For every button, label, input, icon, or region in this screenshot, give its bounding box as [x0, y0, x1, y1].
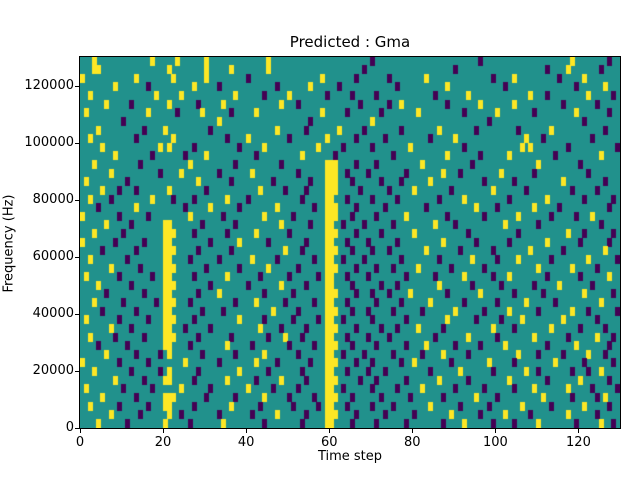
x-tick-label: 100 — [482, 435, 508, 450]
y-tick-mark — [75, 142, 79, 144]
x-tick-label: 20 — [154, 435, 172, 450]
y-tick-mark — [75, 370, 79, 372]
x-tick-label: 60 — [320, 435, 338, 450]
y-tick-label: 40000 — [32, 305, 74, 321]
y-tick-mark — [75, 428, 79, 429]
plot-area — [79, 56, 621, 429]
y-tick-label: 20000 — [32, 362, 74, 378]
x-tick-mark — [163, 429, 165, 433]
y-tick-mark — [75, 256, 79, 258]
x-tick-mark — [412, 429, 414, 433]
x-tick-label: 0 — [75, 435, 85, 450]
x-tick-mark — [578, 429, 580, 433]
y-tick-label: 120000 — [24, 77, 74, 93]
x-axis-label: Time step — [317, 449, 383, 464]
y-axis-label: Frequency (Hz) — [1, 194, 17, 293]
x-tick-mark — [495, 429, 497, 433]
y-tick-label: 100000 — [24, 134, 74, 150]
y-tick-label: 80000 — [32, 191, 74, 207]
heatmap-plot — [80, 57, 620, 428]
x-tick-label: 120 — [566, 435, 591, 450]
x-tick-mark — [246, 429, 248, 433]
x-tick-label: 80 — [404, 435, 421, 450]
y-tick-mark — [75, 85, 79, 87]
x-tick-label: 40 — [237, 435, 255, 450]
y-tick-mark — [75, 199, 79, 201]
x-tick-mark — [80, 429, 81, 433]
y-tick-label: 60000 — [32, 248, 74, 264]
y-tick-mark — [75, 313, 79, 315]
y-tick-label: 0 — [65, 420, 74, 435]
chart-title: Predicted : Gma — [289, 33, 411, 51]
x-tick-mark — [329, 429, 331, 433]
